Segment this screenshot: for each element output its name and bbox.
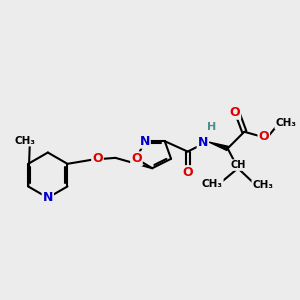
Text: CH₃: CH₃ — [15, 136, 36, 146]
Text: O: O — [259, 130, 269, 143]
Text: O: O — [230, 106, 240, 119]
Text: CH: CH — [230, 160, 246, 170]
Text: N: N — [140, 135, 150, 148]
Text: H: H — [207, 122, 216, 132]
Text: CH₃: CH₃ — [275, 118, 296, 128]
Polygon shape — [209, 142, 228, 151]
Text: CH₃: CH₃ — [252, 180, 273, 190]
Text: O: O — [182, 166, 193, 179]
Text: N: N — [43, 191, 53, 204]
Text: O: O — [92, 152, 103, 165]
Text: O: O — [131, 152, 142, 165]
Text: N: N — [198, 136, 208, 148]
Text: CH₃: CH₃ — [202, 179, 223, 189]
